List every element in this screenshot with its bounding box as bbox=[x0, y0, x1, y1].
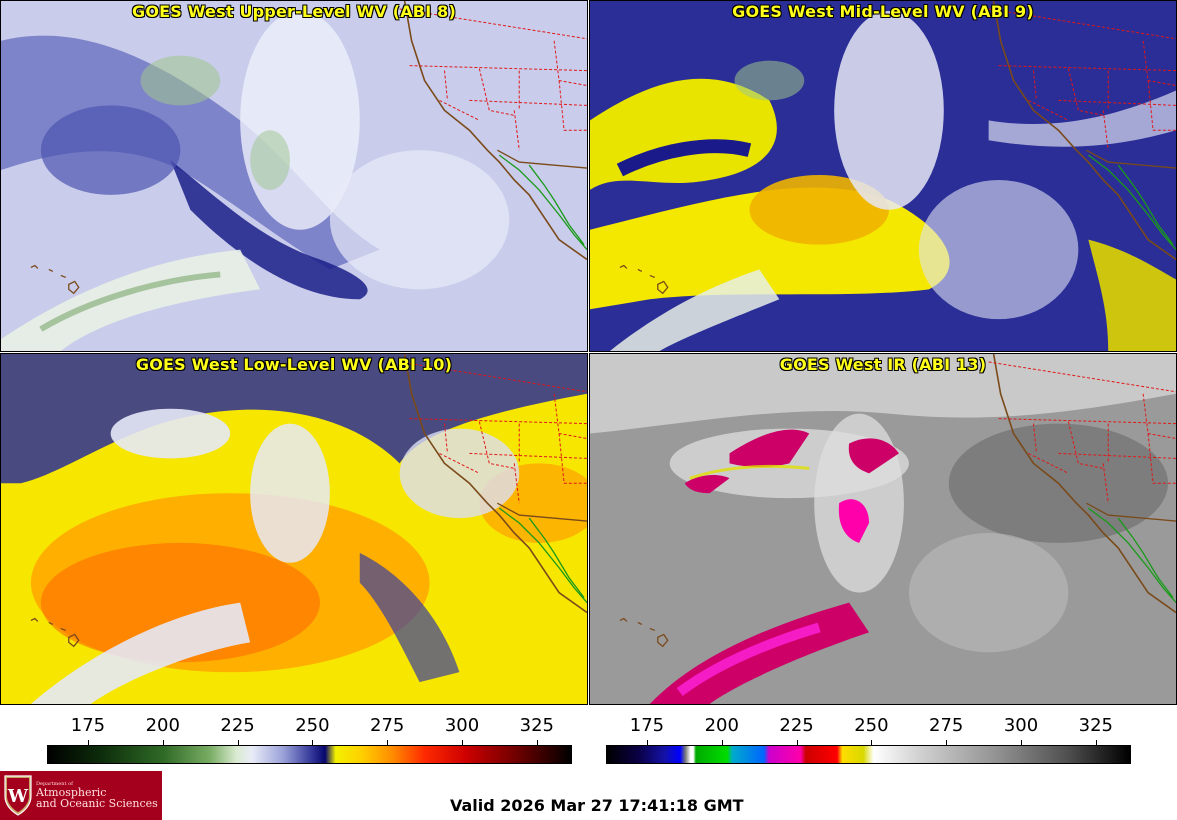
panel-mid-level-wv: GOES West Mid-Level WV (ABI 9) bbox=[589, 0, 1177, 352]
colorbar-tick-label: 200 bbox=[704, 715, 739, 736]
ir-colorbar-gradient bbox=[606, 745, 1131, 764]
wv-colorbar-ticks: 175 200 225 250 275 300 325 bbox=[47, 712, 572, 746]
wv-colorbar: 175 200 225 250 275 300 325 bbox=[47, 712, 572, 766]
logo-line-2: and Oceanic Sciences bbox=[36, 797, 158, 810]
colorbar-tick-mark bbox=[646, 740, 648, 746]
colorbar-tick-mark bbox=[87, 740, 89, 746]
colorbar-tick-mark bbox=[237, 740, 239, 746]
uw-crest-icon: W bbox=[4, 775, 32, 816]
colorbar-tick-mark bbox=[721, 740, 723, 746]
colorbar-tick-mark bbox=[1021, 740, 1022, 746]
colorbar-tick-label: 275 bbox=[370, 715, 405, 736]
ir-colorbar: 175 200 225 250 275 300 325 bbox=[606, 712, 1131, 766]
colorbar-tick-label: 225 bbox=[779, 715, 814, 736]
panel-title: GOES West Upper-Level WV (ABI 8) bbox=[132, 2, 456, 21]
low-level-wv-image bbox=[1, 354, 587, 704]
colorbar-tick-mark bbox=[946, 740, 948, 746]
panel-title: GOES West Mid-Level WV (ABI 9) bbox=[732, 2, 1034, 21]
aos-logo[interactable]: W Department of Atmospheric and Oceanic … bbox=[0, 771, 162, 820]
crest-letter: W bbox=[7, 786, 29, 807]
colorbar-tick-mark bbox=[536, 740, 538, 746]
colorbar-tick-label: 275 bbox=[929, 715, 964, 736]
valid-time-label: Valid 2026 Mar 27 17:41:18 GMT bbox=[450, 796, 744, 815]
colorbar-tick-label: 325 bbox=[1078, 715, 1113, 736]
colorbar-tick-label: 200 bbox=[145, 715, 180, 736]
colorbar-tick-label: 300 bbox=[1003, 715, 1039, 736]
panel-title: GOES West IR (ABI 13) bbox=[779, 355, 987, 374]
colorbar-tick-label: 175 bbox=[70, 715, 106, 736]
panel-ir: GOES West IR (ABI 13) bbox=[589, 353, 1177, 705]
colorbar-tick-mark bbox=[387, 740, 389, 746]
wv-colorbar-gradient bbox=[47, 745, 572, 764]
upper-level-wv-image bbox=[1, 1, 587, 351]
colorbar-tick-mark bbox=[796, 740, 798, 746]
colorbar-tick-label: 250 bbox=[854, 715, 889, 736]
colorbar-tick-mark bbox=[162, 740, 164, 746]
panel-upper-level-wv: GOES West Upper-Level WV (ABI 8) bbox=[0, 0, 588, 352]
colorbar-tick-mark bbox=[1095, 740, 1097, 746]
logo-department-name: Atmospheric and Oceanic Sciences bbox=[36, 787, 158, 809]
logo-line-1: Atmospheric bbox=[36, 786, 107, 799]
colorbar-tick-mark bbox=[462, 740, 463, 746]
colorbar-tick-mark bbox=[312, 740, 314, 746]
mid-level-wv-image bbox=[590, 1, 1176, 351]
panel-low-level-wv: GOES West Low-Level WV (ABI 10) bbox=[0, 353, 588, 705]
ir-colorbar-ticks: 175 200 225 250 275 300 325 bbox=[606, 712, 1131, 746]
ir-image bbox=[590, 354, 1176, 704]
colorbar-tick-label: 300 bbox=[444, 715, 480, 736]
panel-title: GOES West Low-Level WV (ABI 10) bbox=[135, 355, 453, 374]
colorbar-tick-label: 250 bbox=[295, 715, 330, 736]
logo-department-label: Department of bbox=[36, 781, 73, 787]
colorbar-tick-label: 325 bbox=[519, 715, 554, 736]
colorbar-tick-mark bbox=[871, 740, 873, 746]
colorbar-tick-label: 175 bbox=[629, 715, 665, 736]
colorbar-tick-label: 225 bbox=[220, 715, 255, 736]
